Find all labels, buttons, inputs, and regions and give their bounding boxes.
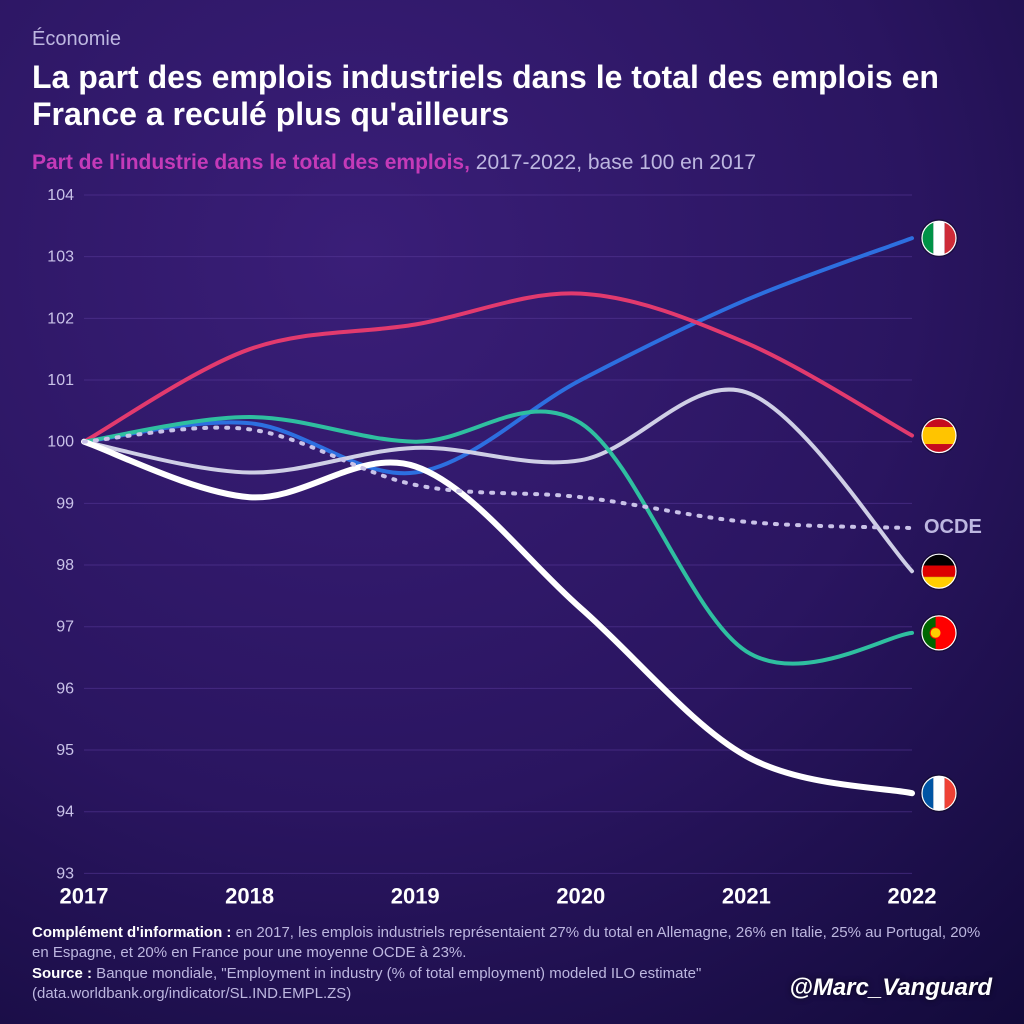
- series-ocde: [84, 427, 912, 527]
- subtitle: Part de l'industrie dans le total des em…: [32, 151, 992, 175]
- flag-france-icon: [922, 776, 956, 810]
- category-label: Économie: [32, 28, 992, 51]
- svg-text:96: 96: [56, 680, 74, 697]
- svg-text:98: 98: [56, 557, 74, 574]
- footer: Complément d'information : en 2017, les …: [32, 923, 992, 1004]
- infographic-canvas: Économie La part des emplois industriels…: [0, 0, 1024, 1024]
- svg-text:102: 102: [47, 310, 74, 327]
- flag-portugal-icon: [922, 615, 956, 649]
- svg-text:99: 99: [56, 495, 74, 512]
- svg-text:2021: 2021: [722, 883, 771, 908]
- ocde-label: OCDE: [924, 516, 982, 538]
- source-label: Source :: [32, 965, 92, 982]
- svg-text:2017: 2017: [60, 883, 109, 908]
- svg-text:94: 94: [56, 803, 74, 820]
- svg-text:2018: 2018: [225, 883, 274, 908]
- line-chart: 93 94 95 96 97 98 99 100 101 102 103 104 2017 2018 201…: [32, 187, 992, 915]
- subtitle-bold: Part de l'industrie dans le total des em…: [32, 151, 470, 174]
- series-germany: [84, 389, 912, 571]
- flag-spain-icon: [922, 418, 956, 452]
- flag-italy-icon: [922, 221, 956, 255]
- series-portugal: [84, 411, 912, 663]
- subtitle-rest: 2017-2022, base 100 en 2017: [470, 151, 756, 174]
- headline: La part des emplois industriels dans le …: [32, 59, 992, 133]
- source-text: Banque mondiale, "Employment in industry…: [32, 965, 701, 1002]
- svg-text:100: 100: [47, 433, 74, 450]
- svg-text:2019: 2019: [391, 883, 440, 908]
- svg-text:2022: 2022: [888, 883, 937, 908]
- series-italy: [84, 238, 912, 473]
- complement-line: Complément d'information : en 2017, les …: [32, 923, 992, 964]
- attribution: @Marc_Vanguard: [789, 972, 992, 1004]
- svg-text:2020: 2020: [556, 883, 605, 908]
- svg-text:104: 104: [47, 187, 74, 204]
- svg-text:101: 101: [47, 372, 74, 389]
- svg-text:103: 103: [47, 248, 74, 265]
- series-france: [84, 441, 912, 793]
- flag-germany-icon: [922, 554, 956, 588]
- svg-text:93: 93: [56, 865, 74, 882]
- chart-area: 93 94 95 96 97 98 99 100 101 102 103 104 2017 2018 201…: [32, 187, 992, 915]
- svg-text:95: 95: [56, 742, 74, 759]
- complement-label: Complément d'information :: [32, 924, 231, 941]
- svg-text:97: 97: [56, 618, 74, 635]
